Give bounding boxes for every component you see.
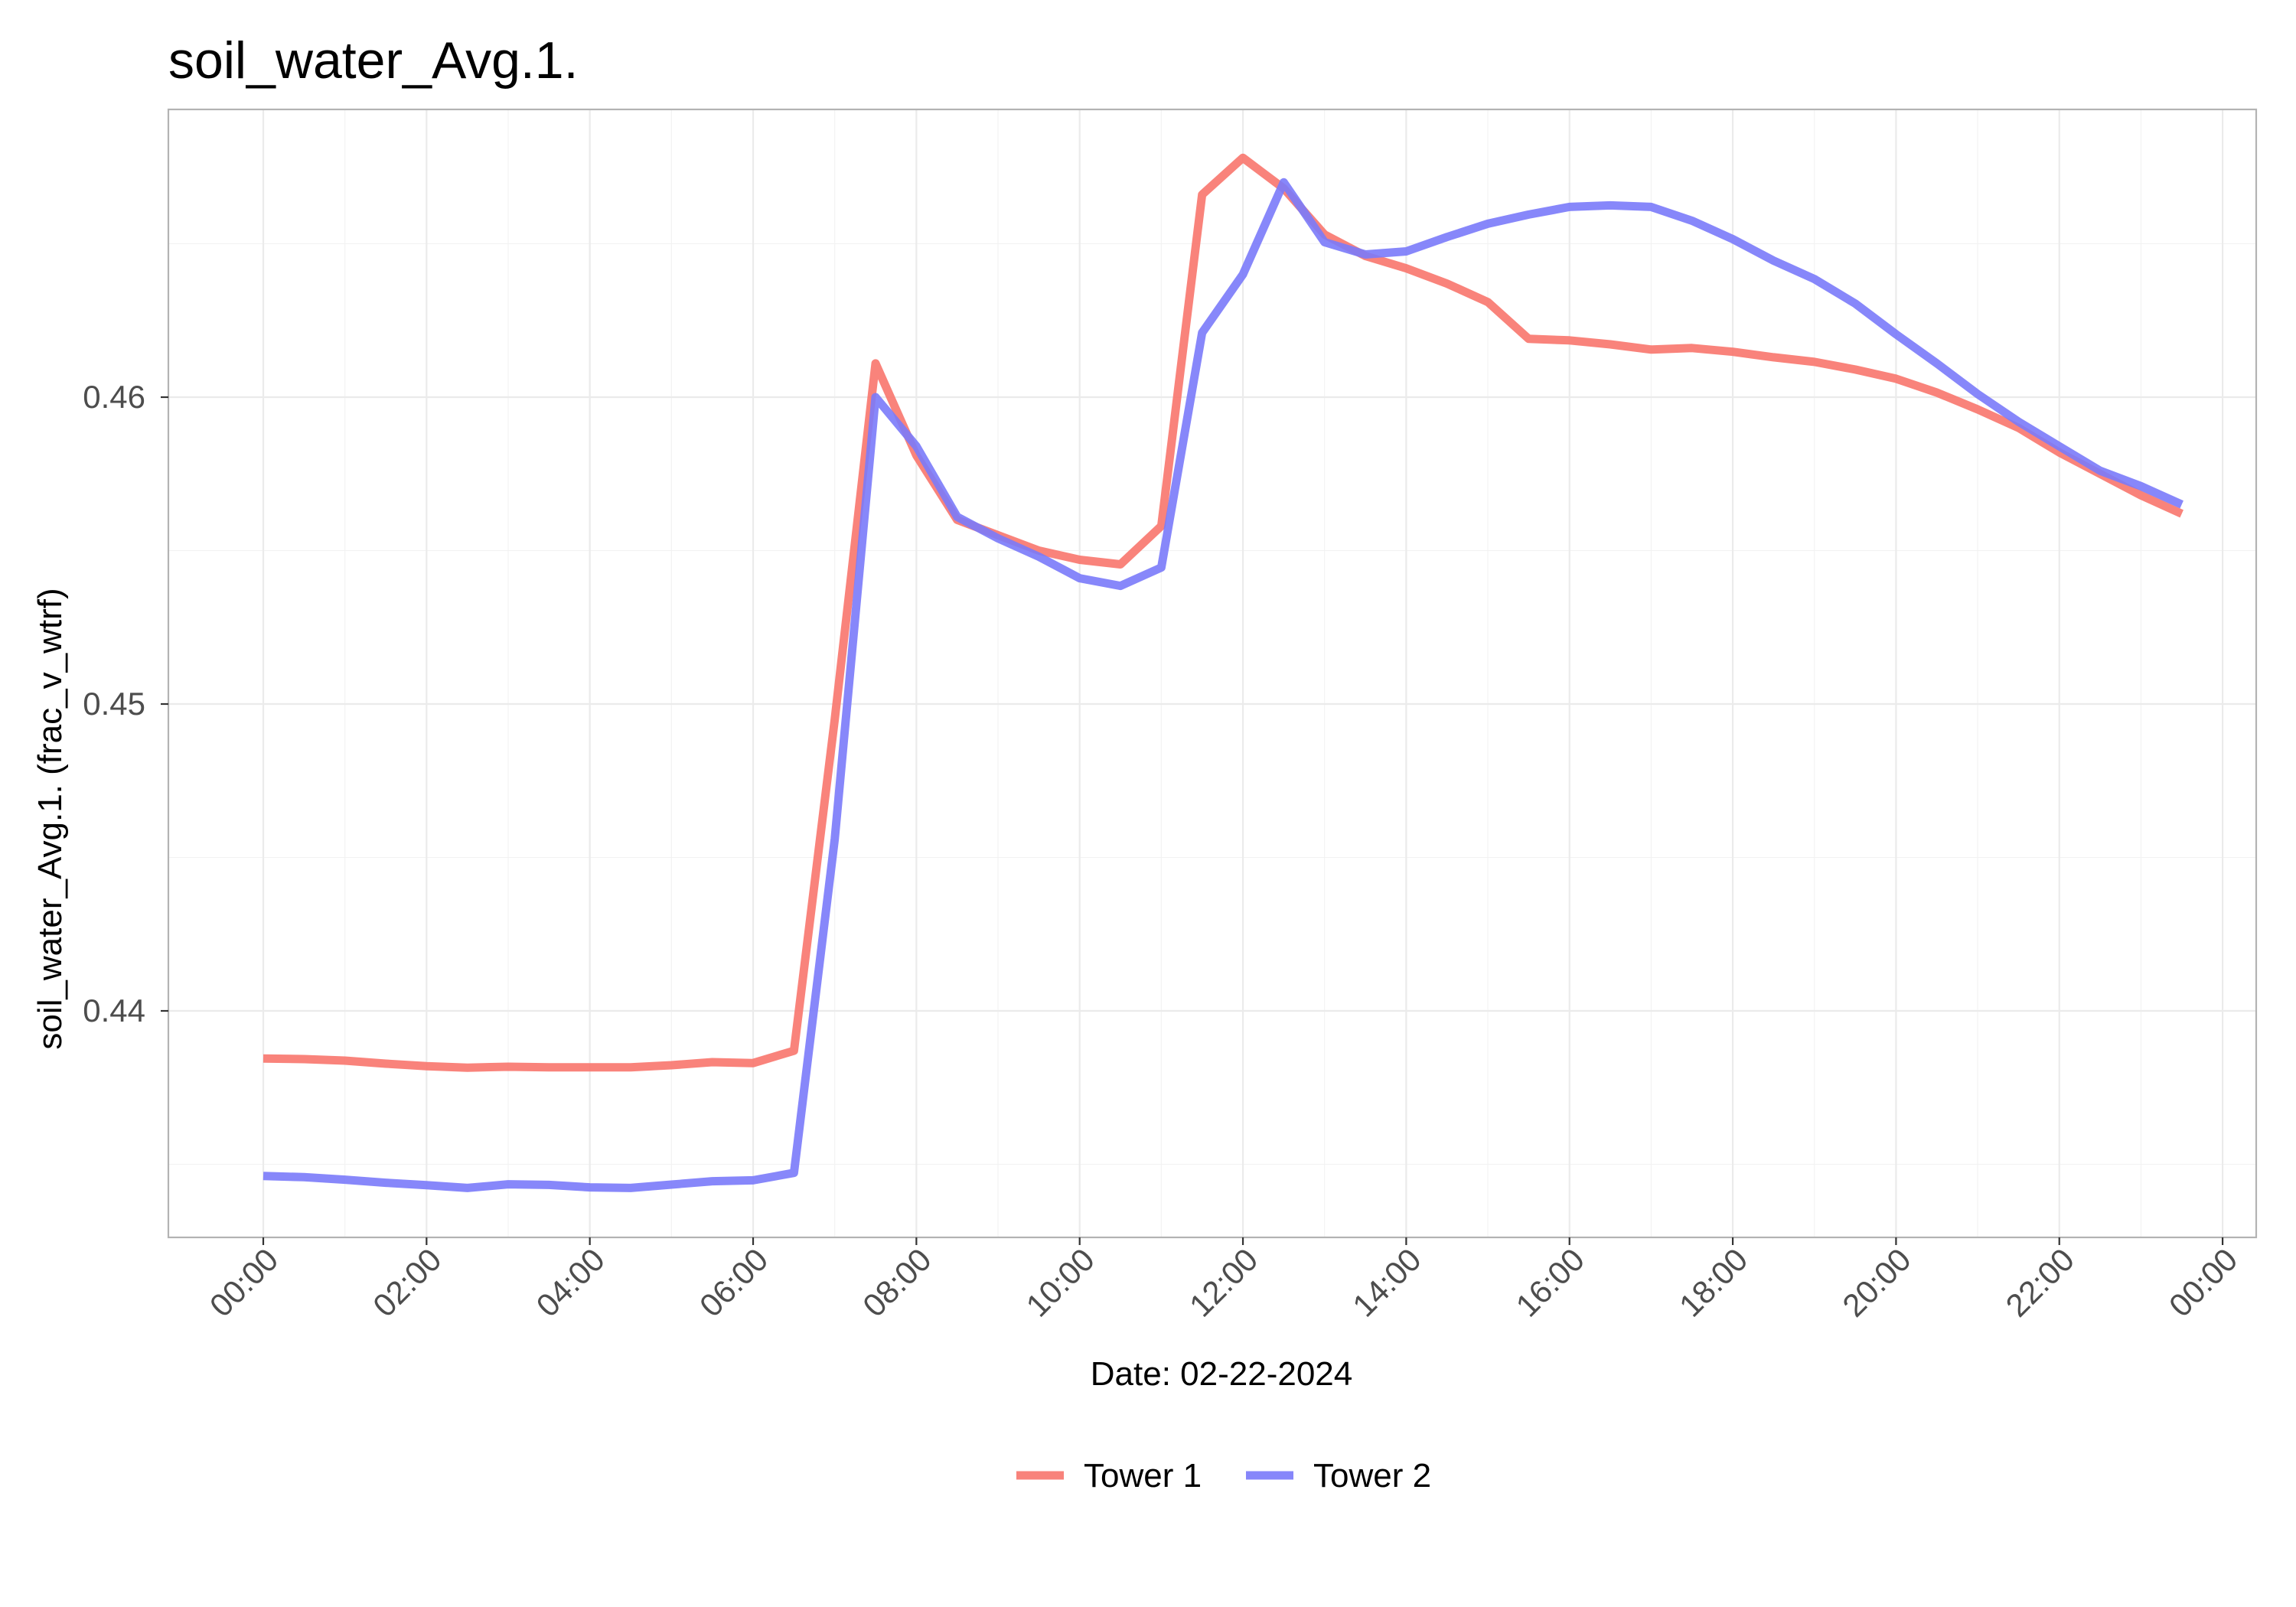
y-axis: 0.44 0.45 0.46: [83, 379, 168, 1028]
y-tick-label: 0.46: [83, 379, 145, 415]
chart-title: soil_water_Avg.1.: [168, 31, 579, 90]
y-tick-label: 0.44: [83, 993, 145, 1028]
y-axis-title: soil_water_Avg.1. (frac_v_wtrf): [31, 588, 69, 1049]
legend-label-tower-1: Tower 1: [1084, 1457, 1202, 1495]
y-tick-label: 0.45: [83, 686, 145, 722]
x-axis-title: Date: 02-22-2024: [1091, 1355, 1352, 1393]
major-gridlines: [168, 109, 2256, 1237]
legend: Tower 1 Tower 2: [1016, 1457, 1431, 1495]
series-line-tower-1: [263, 153, 2183, 1072]
minor-gridlines: [168, 109, 2256, 1237]
series-lines: [263, 153, 2183, 1192]
legend-label-tower-2: Tower 2: [1313, 1457, 1431, 1495]
plot-panel-border: [167, 108, 2258, 1239]
series-line-tower-2: [263, 178, 2183, 1192]
